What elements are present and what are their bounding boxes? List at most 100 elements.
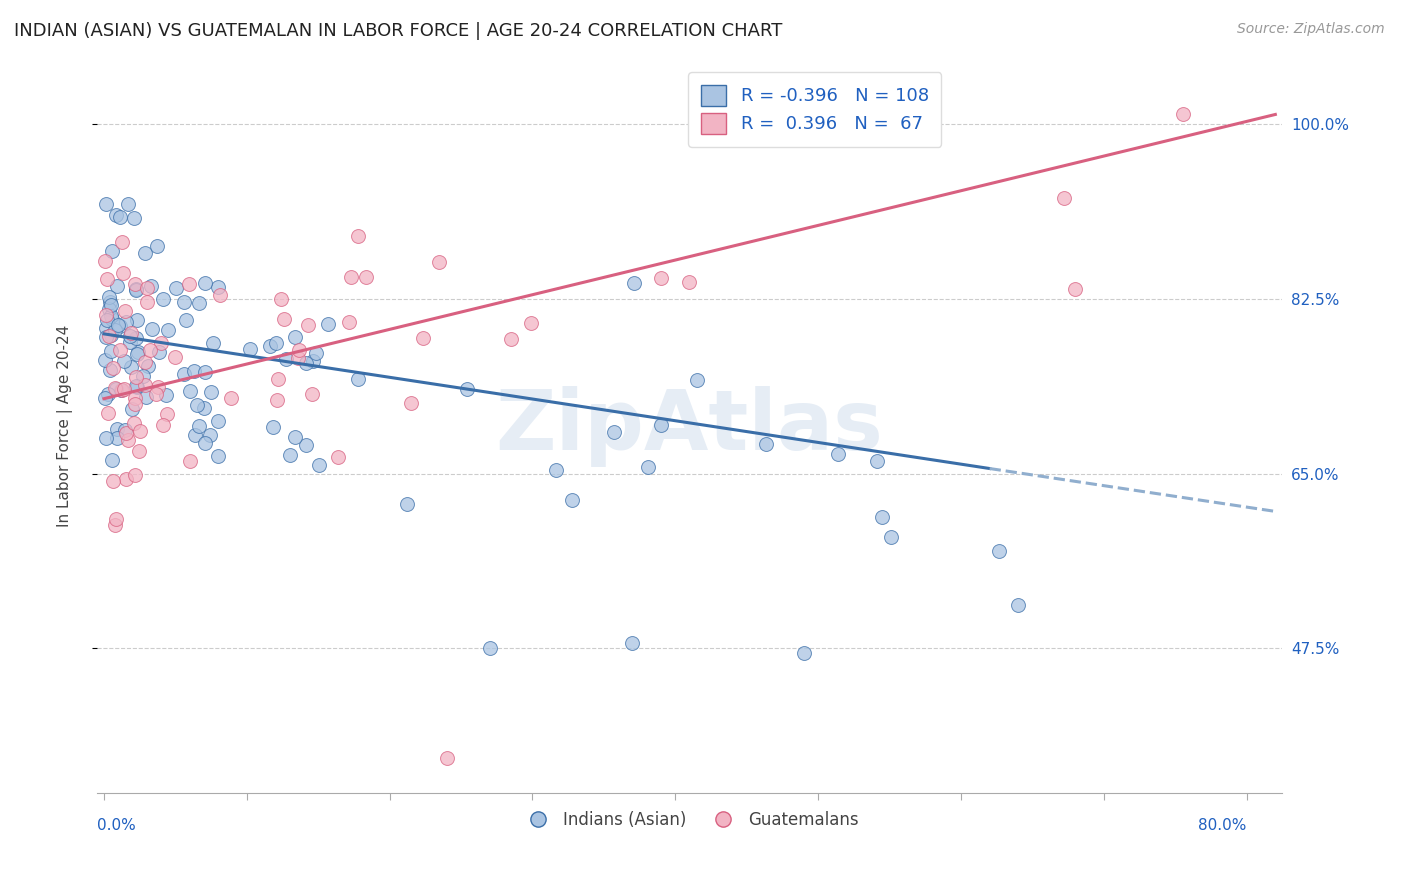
Point [146,380,169,394]
Point [284,329,307,343]
Point [273,312,295,326]
Point [186,398,208,412]
Point [478,641,501,656]
Point [124,391,146,405]
Point [127,345,149,359]
Point [104,323,127,337]
Point [1064,282,1087,296]
Point [134,377,156,392]
Point [125,370,148,384]
Point [793,646,815,660]
Point [603,425,626,440]
Point [115,426,138,441]
Text: Source: ZipAtlas.com: Source: ZipAtlas.com [1237,22,1385,37]
Point [132,368,155,383]
Point [117,433,139,447]
Point [125,378,148,392]
Text: 0.0%: 0.0% [97,818,135,832]
Point [107,318,129,333]
Point [278,448,301,462]
Point [111,235,134,249]
Point [177,277,200,291]
Point [259,339,281,353]
Point [136,359,159,373]
Point [501,332,523,346]
Point [139,278,162,293]
Point [112,354,135,368]
Point [94,392,117,406]
Point [121,402,143,417]
Point [200,384,222,399]
Point [173,295,195,310]
Point [125,313,148,327]
Point [287,351,309,366]
Point [1052,191,1074,205]
Legend: Indians (Asian), Guatemalans: Indians (Asian), Guatemalans [515,805,865,836]
Y-axis label: In Labor Force | Age 20-24: In Labor Force | Age 20-24 [58,325,73,527]
Point [262,419,284,434]
Point [148,344,170,359]
Point [921,128,943,142]
Point [118,334,141,349]
Point [207,449,229,463]
Point [152,417,174,432]
Point [302,354,325,368]
Point [301,387,323,401]
Text: ZipAtlas: ZipAtlas [496,385,883,467]
Point [546,463,568,477]
Point [111,384,134,398]
Point [98,301,121,316]
Point [127,347,149,361]
Point [117,197,139,211]
Point [149,335,172,350]
Point [96,329,118,343]
Point [104,518,127,533]
Point [354,270,377,285]
Point [207,280,229,294]
Point [267,372,290,386]
Point [284,430,307,444]
Point [880,530,903,544]
Point [110,383,132,397]
Point [193,401,215,416]
Point [100,328,122,343]
Point [266,392,288,407]
Point [294,438,316,452]
Point [340,269,363,284]
Point [94,432,117,446]
Point [288,343,311,358]
Point [120,326,142,340]
Point [436,750,458,764]
Point [183,364,205,378]
Point [294,356,316,370]
Point [128,443,150,458]
Point [134,245,156,260]
Point [782,107,804,121]
Point [165,281,187,295]
Point [146,239,169,253]
Point [201,335,224,350]
Point [135,295,157,310]
Point [105,382,128,396]
Point [101,474,124,488]
Point [94,321,117,335]
Point [94,352,117,367]
Point [193,365,215,379]
Point [194,276,217,290]
Point [124,397,146,411]
Point [316,318,339,332]
Point [152,292,174,306]
Point [94,197,117,211]
Point [239,342,262,356]
Point [105,278,128,293]
Point [184,428,207,442]
Point [125,284,148,298]
Point [100,298,122,312]
Point [207,413,229,427]
Point [120,360,142,375]
Point [208,288,231,302]
Point [96,271,118,285]
Point [101,312,124,326]
Point [650,271,672,285]
Point [219,391,242,405]
